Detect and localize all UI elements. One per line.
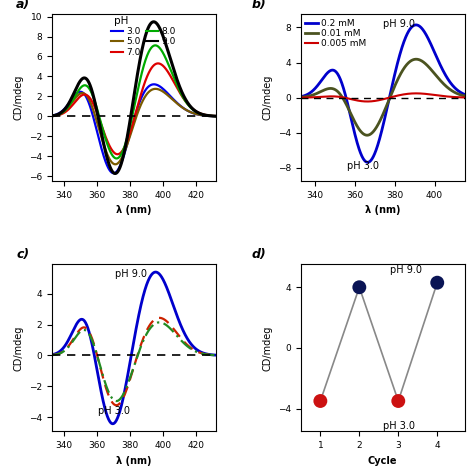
Text: pH: pH bbox=[114, 16, 129, 26]
X-axis label: λ (nm): λ (nm) bbox=[365, 205, 401, 215]
X-axis label: Cycle: Cycle bbox=[368, 456, 397, 465]
0.005 mM bbox=[298, 95, 304, 100]
0.005 mM bbox=[422, 91, 428, 97]
Text: pH 3.0: pH 3.0 bbox=[346, 161, 379, 171]
0.01 mM bbox=[413, 56, 419, 62]
0.01 mM bbox=[308, 93, 314, 99]
Text: pH 9.0: pH 9.0 bbox=[391, 265, 422, 275]
0.005 mM bbox=[308, 94, 314, 100]
0.2 mM bbox=[308, 90, 314, 95]
Line: 0.005 mM: 0.005 mM bbox=[301, 93, 465, 101]
0.01 mM bbox=[398, 72, 403, 77]
Legend: 0.2 mM, 0.01 mM, 0.005 mM: 0.2 mM, 0.01 mM, 0.005 mM bbox=[305, 19, 366, 48]
0.2 mM bbox=[398, 50, 403, 55]
X-axis label: λ (nm): λ (nm) bbox=[116, 456, 152, 465]
0.005 mM bbox=[413, 91, 419, 96]
Text: c): c) bbox=[16, 248, 29, 261]
X-axis label: λ (nm): λ (nm) bbox=[116, 205, 152, 215]
Text: d): d) bbox=[252, 248, 266, 261]
Text: b): b) bbox=[252, 0, 266, 11]
Text: a): a) bbox=[16, 0, 30, 11]
Point bbox=[317, 397, 324, 405]
0.005 mM bbox=[439, 93, 445, 99]
0.2 mM bbox=[422, 31, 428, 36]
Y-axis label: CD/mdeg: CD/mdeg bbox=[14, 325, 24, 371]
0.005 mM bbox=[393, 93, 399, 99]
Line: 0.2 mM: 0.2 mM bbox=[301, 25, 465, 162]
0.01 mM bbox=[364, 132, 370, 138]
0.2 mM bbox=[365, 159, 371, 165]
0.005 mM bbox=[365, 99, 370, 104]
Point bbox=[356, 283, 363, 291]
0.2 mM bbox=[439, 66, 445, 72]
Text: pH 3.0: pH 3.0 bbox=[383, 421, 415, 431]
0.2 mM bbox=[462, 91, 467, 97]
Point bbox=[433, 279, 441, 286]
Text: pH 9.0: pH 9.0 bbox=[383, 19, 415, 29]
0.01 mM bbox=[462, 93, 467, 99]
Text: pH 9.0: pH 9.0 bbox=[115, 270, 146, 280]
Y-axis label: CD/mdeg: CD/mdeg bbox=[262, 75, 273, 120]
Text: pH 3.0: pH 3.0 bbox=[98, 406, 130, 416]
0.2 mM bbox=[393, 66, 399, 72]
Line: 0.01 mM: 0.01 mM bbox=[301, 59, 465, 135]
0.01 mM bbox=[298, 94, 304, 100]
0.01 mM bbox=[393, 80, 399, 86]
Y-axis label: CD/mdeg: CD/mdeg bbox=[14, 75, 24, 120]
Point bbox=[394, 397, 402, 405]
Y-axis label: CD/mdeg: CD/mdeg bbox=[263, 325, 273, 371]
Legend: 3.0, 5.0, 7.0, 8.0, 9.0: 3.0, 5.0, 7.0, 8.0, 9.0 bbox=[110, 27, 175, 57]
0.2 mM bbox=[413, 22, 419, 28]
0.2 mM bbox=[402, 35, 408, 41]
0.01 mM bbox=[439, 80, 445, 85]
0.005 mM bbox=[402, 91, 408, 97]
0.005 mM bbox=[398, 92, 403, 98]
0.01 mM bbox=[422, 61, 428, 66]
0.01 mM bbox=[402, 64, 408, 69]
0.2 mM bbox=[298, 94, 304, 100]
0.005 mM bbox=[462, 95, 467, 100]
